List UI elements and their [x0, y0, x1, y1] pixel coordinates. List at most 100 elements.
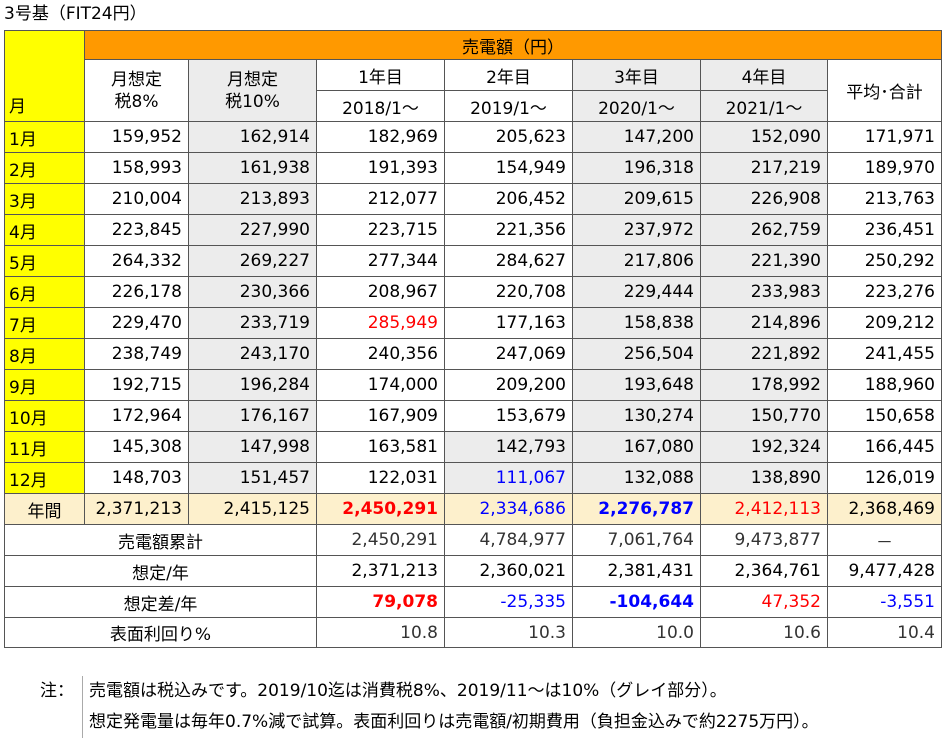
- value-cell: 221,356: [444, 214, 573, 246]
- value-cell: 153,679: [444, 400, 573, 432]
- value-cell: 166,445: [827, 431, 942, 463]
- value-cell: 178,992: [700, 369, 828, 401]
- table-row: 4月 223,845 227,990 223,715 221,356 237,972 262…: [4, 214, 942, 246]
- value-cell: 227,990: [188, 214, 317, 246]
- value-cell: 229,444: [572, 276, 701, 308]
- est10-header: 月想定 税10%: [188, 59, 317, 122]
- year4-header: 4年目: [700, 59, 828, 91]
- value-cell: 150,658: [827, 400, 942, 432]
- value-cell: 233,719: [188, 307, 317, 339]
- table-row: 3月 210,004 213,893 212,077 206,452 209,615 226…: [4, 183, 942, 215]
- annual-cell: 2,371,213: [84, 493, 189, 525]
- table-row: 7月 229,470 233,719 285,949 177,163 158,838 214…: [4, 307, 942, 339]
- month-label: 5月: [4, 245, 85, 277]
- diff-row-label: 想定差/年: [4, 586, 317, 618]
- est8-header: 月想定 税8%: [84, 59, 189, 122]
- value-cell: 167,909: [316, 400, 445, 432]
- year3-header: 3年目: [572, 59, 701, 91]
- value-cell: 196,318: [572, 152, 701, 184]
- table-row: 1月 159,952 162,914 182,969 205,623 147,200 152…: [4, 121, 942, 153]
- value-cell: 212,077: [316, 183, 445, 215]
- value-cell: 238,749: [84, 338, 189, 370]
- value-cell: 230,366: [188, 276, 317, 308]
- value-cell: 264,332: [84, 245, 189, 277]
- value-cell: 189,970: [827, 152, 942, 184]
- annual-cell: 2,334,686: [444, 493, 573, 525]
- notes: 注： 売電額は税込みです。2019/10迄は消費税8%、2019/11～は10%（…: [4, 676, 944, 738]
- sheet-title: 3号基（FIT24円）: [4, 4, 147, 24]
- estimate-row: 想定/年 2,371,213 2,360,021 2,381,431 2,364,761…: [4, 555, 942, 587]
- value-cell: 269,227: [188, 245, 317, 277]
- value-cell: 229,470: [84, 307, 189, 339]
- value-cell: 151,457: [188, 462, 317, 494]
- sales-table: 月 売電額（円） 月想定 税8% 月想定 税10% 1年目 2年目 3年目 4年目 …: [4, 30, 942, 648]
- value-cell: 209,212: [827, 307, 942, 339]
- annual-label: 年間: [4, 493, 85, 525]
- value-cell: 111,067: [444, 462, 573, 494]
- value-cell: 237,972: [572, 214, 701, 246]
- value-cell: 209,615: [572, 183, 701, 215]
- month-label: 11月: [4, 431, 85, 463]
- table-row: 5月 264,332 269,227 277,344 284,627 217,806 221…: [4, 245, 942, 277]
- value-cell: 188,960: [827, 369, 942, 401]
- value-cell: 158,838: [572, 307, 701, 339]
- value-cell: 243,170: [188, 338, 317, 370]
- yield-row-cell: 10.3: [444, 617, 573, 648]
- value-cell: 277,344: [316, 245, 445, 277]
- month-label: 10月: [4, 400, 85, 432]
- value-cell: 210,004: [84, 183, 189, 215]
- value-cell: 223,845: [84, 214, 189, 246]
- cumulative-row-cell: －: [827, 524, 942, 556]
- value-cell: 182,969: [316, 121, 445, 153]
- value-cell: 209,200: [444, 369, 573, 401]
- value-cell: 138,890: [700, 462, 828, 494]
- value-cell: 223,276: [827, 276, 942, 308]
- table-row: 10月 172,964 176,167 167,909 153,679 130,274 15…: [4, 400, 942, 432]
- cumulative-row-cell: 7,061,764: [572, 524, 701, 556]
- value-cell: 221,390: [700, 245, 828, 277]
- value-cell: 145,308: [84, 431, 189, 463]
- annual-cell: 2,450,291: [316, 493, 445, 525]
- value-cell: 213,893: [188, 183, 317, 215]
- table-row: 9月 192,715 196,284 174,000 209,200 193,648 178…: [4, 369, 942, 401]
- value-cell: 208,967: [316, 276, 445, 308]
- value-cell: 126,019: [827, 462, 942, 494]
- estimate-row-cell: 2,381,431: [572, 555, 701, 587]
- estimate-row-cell: 9,477,428: [827, 555, 942, 587]
- value-cell: 167,080: [572, 431, 701, 463]
- yield-row-cell: 10.6: [700, 617, 828, 648]
- year2-start: 2019/1～: [444, 90, 573, 122]
- value-cell: 148,703: [84, 462, 189, 494]
- value-cell: 284,627: [444, 245, 573, 277]
- value-cell: 196,284: [188, 369, 317, 401]
- month-label: 1月: [4, 121, 85, 153]
- estimate-row-cell: 2,364,761: [700, 555, 828, 587]
- value-cell: 163,581: [316, 431, 445, 463]
- value-cell: 122,031: [316, 462, 445, 494]
- value-cell: 147,200: [572, 121, 701, 153]
- value-cell: 221,892: [700, 338, 828, 370]
- estimate-row-label: 想定/年: [4, 555, 317, 587]
- table-row: 12月 148,703 151,457 122,031 111,067 132,088 13…: [4, 462, 942, 494]
- value-cell: 177,163: [444, 307, 573, 339]
- value-cell: 192,324: [700, 431, 828, 463]
- month-label: 2月: [4, 152, 85, 184]
- yield-row-cell: 10.0: [572, 617, 701, 648]
- value-cell: 158,993: [84, 152, 189, 184]
- month-label: 9月: [4, 369, 85, 401]
- value-cell: 162,914: [188, 121, 317, 153]
- value-cell: 130,274: [572, 400, 701, 432]
- value-cell: 171,971: [827, 121, 942, 153]
- table-row: 6月 226,178 230,366 208,967 220,708 229,444 233…: [4, 276, 942, 308]
- table-row: 2月 158,993 161,938 191,393 154,949 196,318 217…: [4, 152, 942, 184]
- note-line: 想定発電量は毎年0.7%減で試算。表面利回りは売電額/初期費用（負担金込みで約2…: [82, 707, 819, 738]
- value-cell: 176,167: [188, 400, 317, 432]
- month-label: 4月: [4, 214, 85, 246]
- diff-row-cell: -25,335: [444, 586, 573, 618]
- value-cell: 256,504: [572, 338, 701, 370]
- month-header: 月: [4, 30, 85, 122]
- cumulative-row-cell: 2,450,291: [316, 524, 445, 556]
- value-cell: 213,763: [827, 183, 942, 215]
- month-label: 12月: [4, 462, 85, 494]
- cumulative-row-cell: 9,473,877: [700, 524, 828, 556]
